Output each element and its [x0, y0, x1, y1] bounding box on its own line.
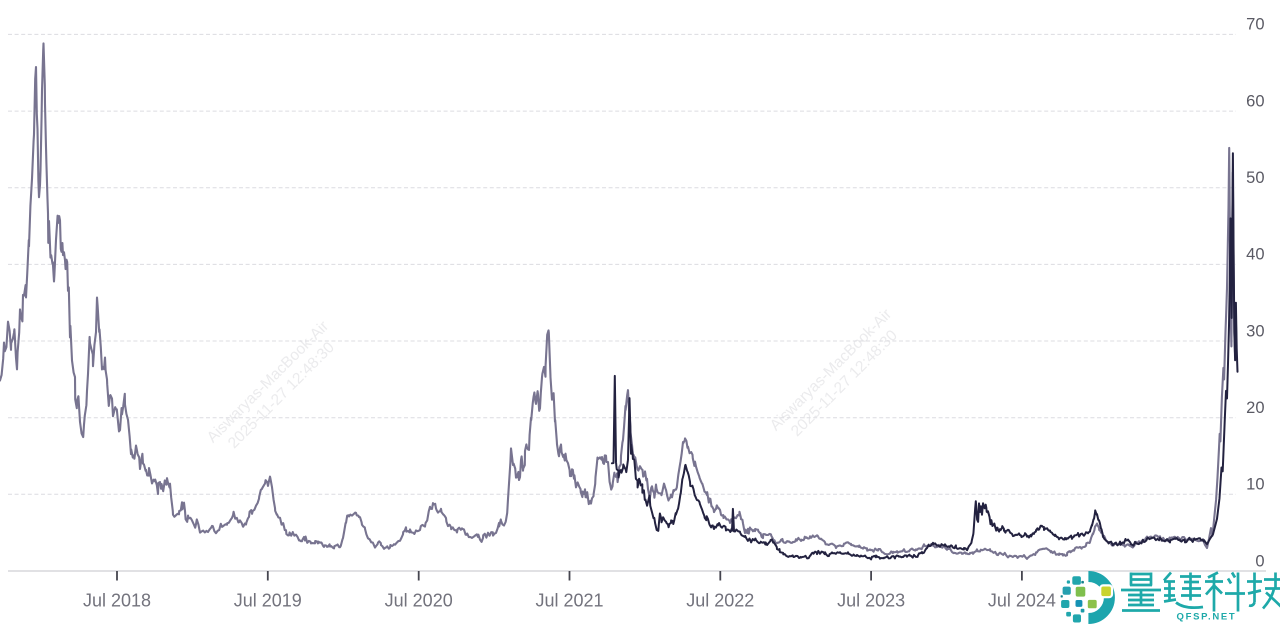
svg-text:Jul 2018: Jul 2018	[83, 591, 151, 611]
svg-text:50: 50	[1246, 169, 1264, 187]
svg-text:30: 30	[1246, 322, 1264, 340]
svg-text:Jul 2022: Jul 2022	[686, 591, 754, 611]
svg-text:40: 40	[1246, 246, 1264, 264]
svg-text:Jul 2023: Jul 2023	[837, 591, 905, 611]
svg-text:Jul 2021: Jul 2021	[535, 591, 603, 611]
svg-text:QFSP.NET: QFSP.NET	[1177, 612, 1237, 623]
svg-text:Jul 2024: Jul 2024	[988, 591, 1056, 611]
svg-text:Jul 2020: Jul 2020	[385, 591, 453, 611]
svg-text:Jul 2019: Jul 2019	[234, 591, 302, 611]
svg-text:70: 70	[1246, 16, 1264, 34]
svg-text:20: 20	[1246, 399, 1264, 417]
svg-text:0: 0	[1255, 552, 1264, 570]
svg-text:60: 60	[1246, 92, 1264, 110]
svg-text:10: 10	[1246, 476, 1264, 494]
